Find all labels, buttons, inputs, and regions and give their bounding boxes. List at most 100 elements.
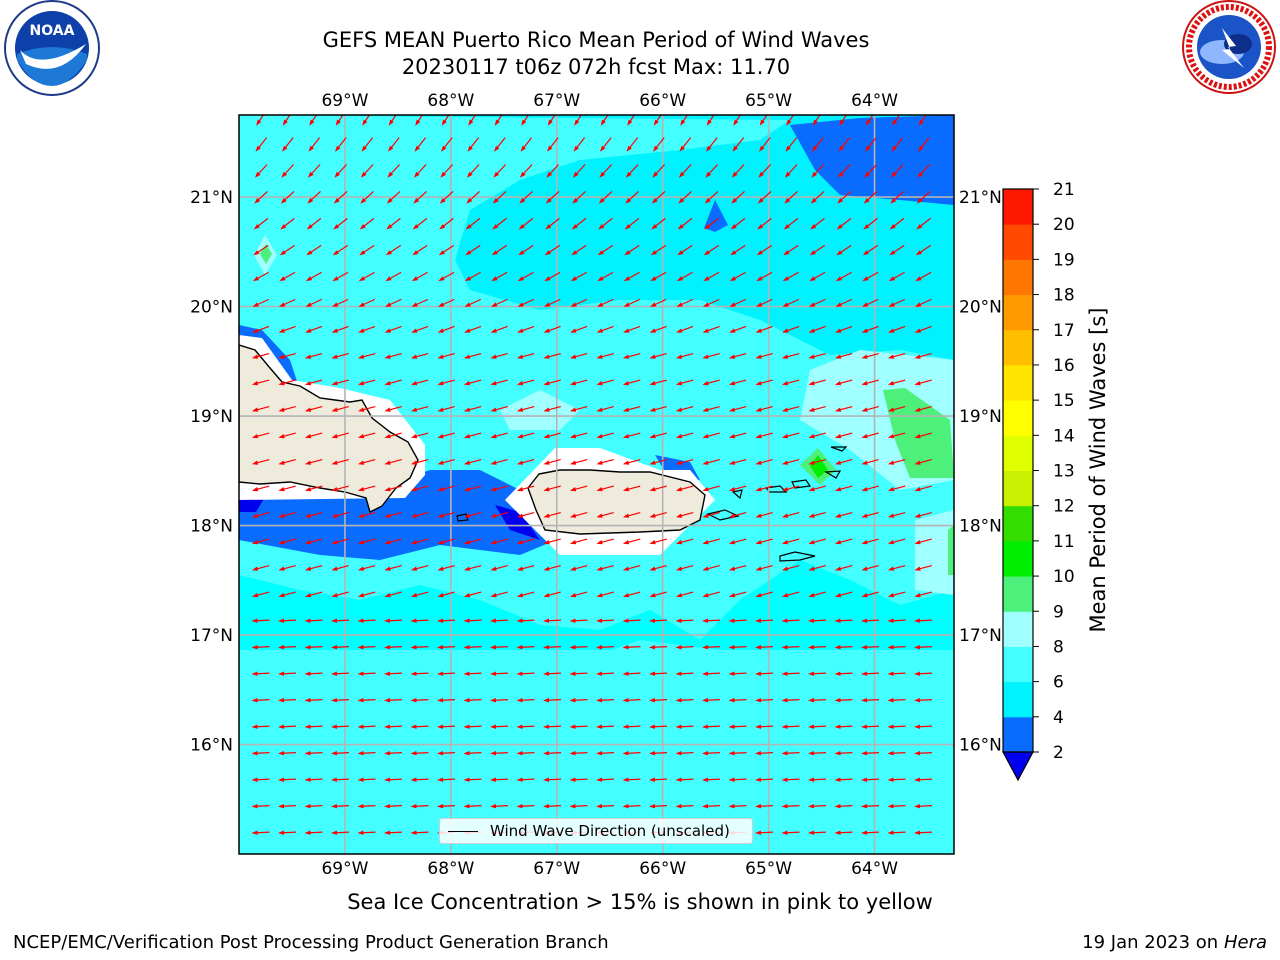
wave-direction-arrow <box>252 298 270 307</box>
wave-direction-arrow <box>596 777 615 782</box>
wave-direction-arrow <box>834 751 853 756</box>
wave-direction-arrow <box>675 564 694 571</box>
wave-direction-arrow <box>781 511 800 518</box>
wave-direction-arrow <box>304 458 323 465</box>
wave-direction-arrow <box>517 271 534 282</box>
wave-direction-arrow <box>757 190 772 204</box>
wave-direction-arrow <box>465 244 481 256</box>
wave-direction-arrow <box>569 511 588 518</box>
wave-direction-arrow <box>781 432 800 439</box>
wave-direction-arrow <box>463 564 482 571</box>
wave-direction-arrow <box>649 645 668 650</box>
wave-direction-arrow <box>625 190 639 204</box>
wave-direction-arrow <box>437 511 455 518</box>
wave-direction-arrow <box>861 777 880 782</box>
wave-direction-arrow <box>781 352 800 359</box>
wave-direction-arrow <box>650 298 667 307</box>
wave-direction-arrow <box>781 538 800 545</box>
wave-direction-arrow <box>675 777 694 782</box>
wave-direction-arrow <box>703 271 720 282</box>
wave-direction-arrow <box>304 777 323 782</box>
contour-under-2s-mona <box>495 505 540 540</box>
wave-direction-arrow <box>463 724 482 729</box>
wave-direction-arrow <box>304 564 323 571</box>
wave-direction-arrow <box>437 352 455 359</box>
wave-direction-arrow <box>917 164 931 178</box>
wave-direction-arrow <box>680 115 689 126</box>
wave-direction-arrow <box>597 244 614 256</box>
wave-direction-arrow <box>676 325 694 333</box>
colorbar-tick-label: 9 <box>1053 602 1064 622</box>
wave-direction-arrow <box>755 777 774 782</box>
wave-direction-arrow <box>411 298 429 307</box>
wave-direction-arrow <box>914 485 932 492</box>
wave-direction-arrow <box>251 777 270 782</box>
land-st-croix <box>779 551 816 562</box>
wave-direction-arrow <box>463 432 482 439</box>
wave-direction-arrow <box>839 115 848 126</box>
colorbar-bin <box>1003 435 1033 471</box>
wave-direction-arrow <box>463 405 482 412</box>
wave-direction-arrow <box>837 190 851 204</box>
wave-direction-arrow <box>702 511 720 518</box>
wave-direction-arrow <box>410 724 429 729</box>
wave-direction-arrow <box>702 751 721 756</box>
colorbar-tick-label: 16 <box>1053 356 1075 376</box>
wave-direction-arrow <box>543 751 562 756</box>
wave-direction-arrow <box>834 511 853 518</box>
wave-direction-arrow <box>410 777 429 782</box>
wave-direction-arrow <box>914 352 932 359</box>
wave-direction-arrow <box>309 115 318 126</box>
wave-direction-arrow <box>781 724 800 729</box>
wave-direction-arrow <box>278 485 296 492</box>
wave-direction-arrow <box>651 190 666 204</box>
wave-direction-arrow <box>517 325 535 333</box>
wave-direction-arrow <box>331 804 350 809</box>
longitude-ticks-top: 69°W 68°W 67°W 66°W 65°W 64°W <box>321 91 898 111</box>
wave-direction-arrow <box>834 777 853 782</box>
wave-direction-arrow <box>518 244 534 256</box>
wave-direction-arrow <box>278 405 296 412</box>
wave-direction-arrow <box>412 217 428 230</box>
wave-direction-arrow <box>783 244 799 256</box>
wave-direction-arrow <box>384 591 402 598</box>
wave-direction-arrow <box>861 432 879 439</box>
wave-direction-arrow <box>914 724 933 729</box>
wave-direction-arrow <box>622 671 641 676</box>
colorbar-tick-label: 4 <box>1053 708 1064 728</box>
wave-direction-arrow <box>251 830 270 835</box>
wave-direction-arrow <box>914 618 933 623</box>
wave-direction-arrow <box>808 671 827 676</box>
wave-direction-arrow <box>675 724 694 729</box>
wave-direction-arrow <box>251 618 270 623</box>
wave-direction-arrow <box>861 538 879 545</box>
contour-9-10s-east <box>883 388 954 478</box>
wave-direction-arrow <box>702 698 721 703</box>
wave-direction-arrow <box>543 591 561 598</box>
wave-direction-arrow <box>810 217 825 230</box>
wave-direction-arrow <box>730 217 746 230</box>
wave-direction-arrow <box>543 405 561 412</box>
wave-direction-arrow <box>332 244 349 256</box>
wave-direction-arrow <box>361 137 374 152</box>
wave-direction-arrow <box>861 485 879 492</box>
colorbar: 2 4 6 8 9 10 11 12 13 14 15 16 17 18 19 20 21 <box>1001 180 1075 782</box>
wave-direction-arrow <box>677 244 693 256</box>
wave-direction-arrow <box>914 538 932 545</box>
colorbar-bin <box>1003 505 1033 542</box>
wave-direction-arrow <box>649 405 667 412</box>
wave-direction-arrow <box>463 511 482 518</box>
wave-direction-arrow <box>834 591 853 598</box>
wave-direction-arrow <box>331 830 350 835</box>
wave-direction-arrow <box>834 352 853 359</box>
wave-direction-arrow <box>728 591 747 598</box>
chart-subtitle-run-info: 20230117 t06z 072h fcst Max: 11.70 <box>401 55 791 79</box>
wave-direction-arrow <box>865 137 877 152</box>
wave-direction-arrow <box>729 298 747 307</box>
wave-direction-arrow <box>781 751 800 756</box>
wave-direction-arrow <box>278 432 296 439</box>
wave-direction-arrow <box>569 671 588 676</box>
latitude-ticks-right: 21°N 20°N 19°N 18°N 17°N 16°N <box>959 188 1002 755</box>
wave-direction-arrow <box>811 164 825 178</box>
wave-direction-arrow <box>357 432 376 439</box>
